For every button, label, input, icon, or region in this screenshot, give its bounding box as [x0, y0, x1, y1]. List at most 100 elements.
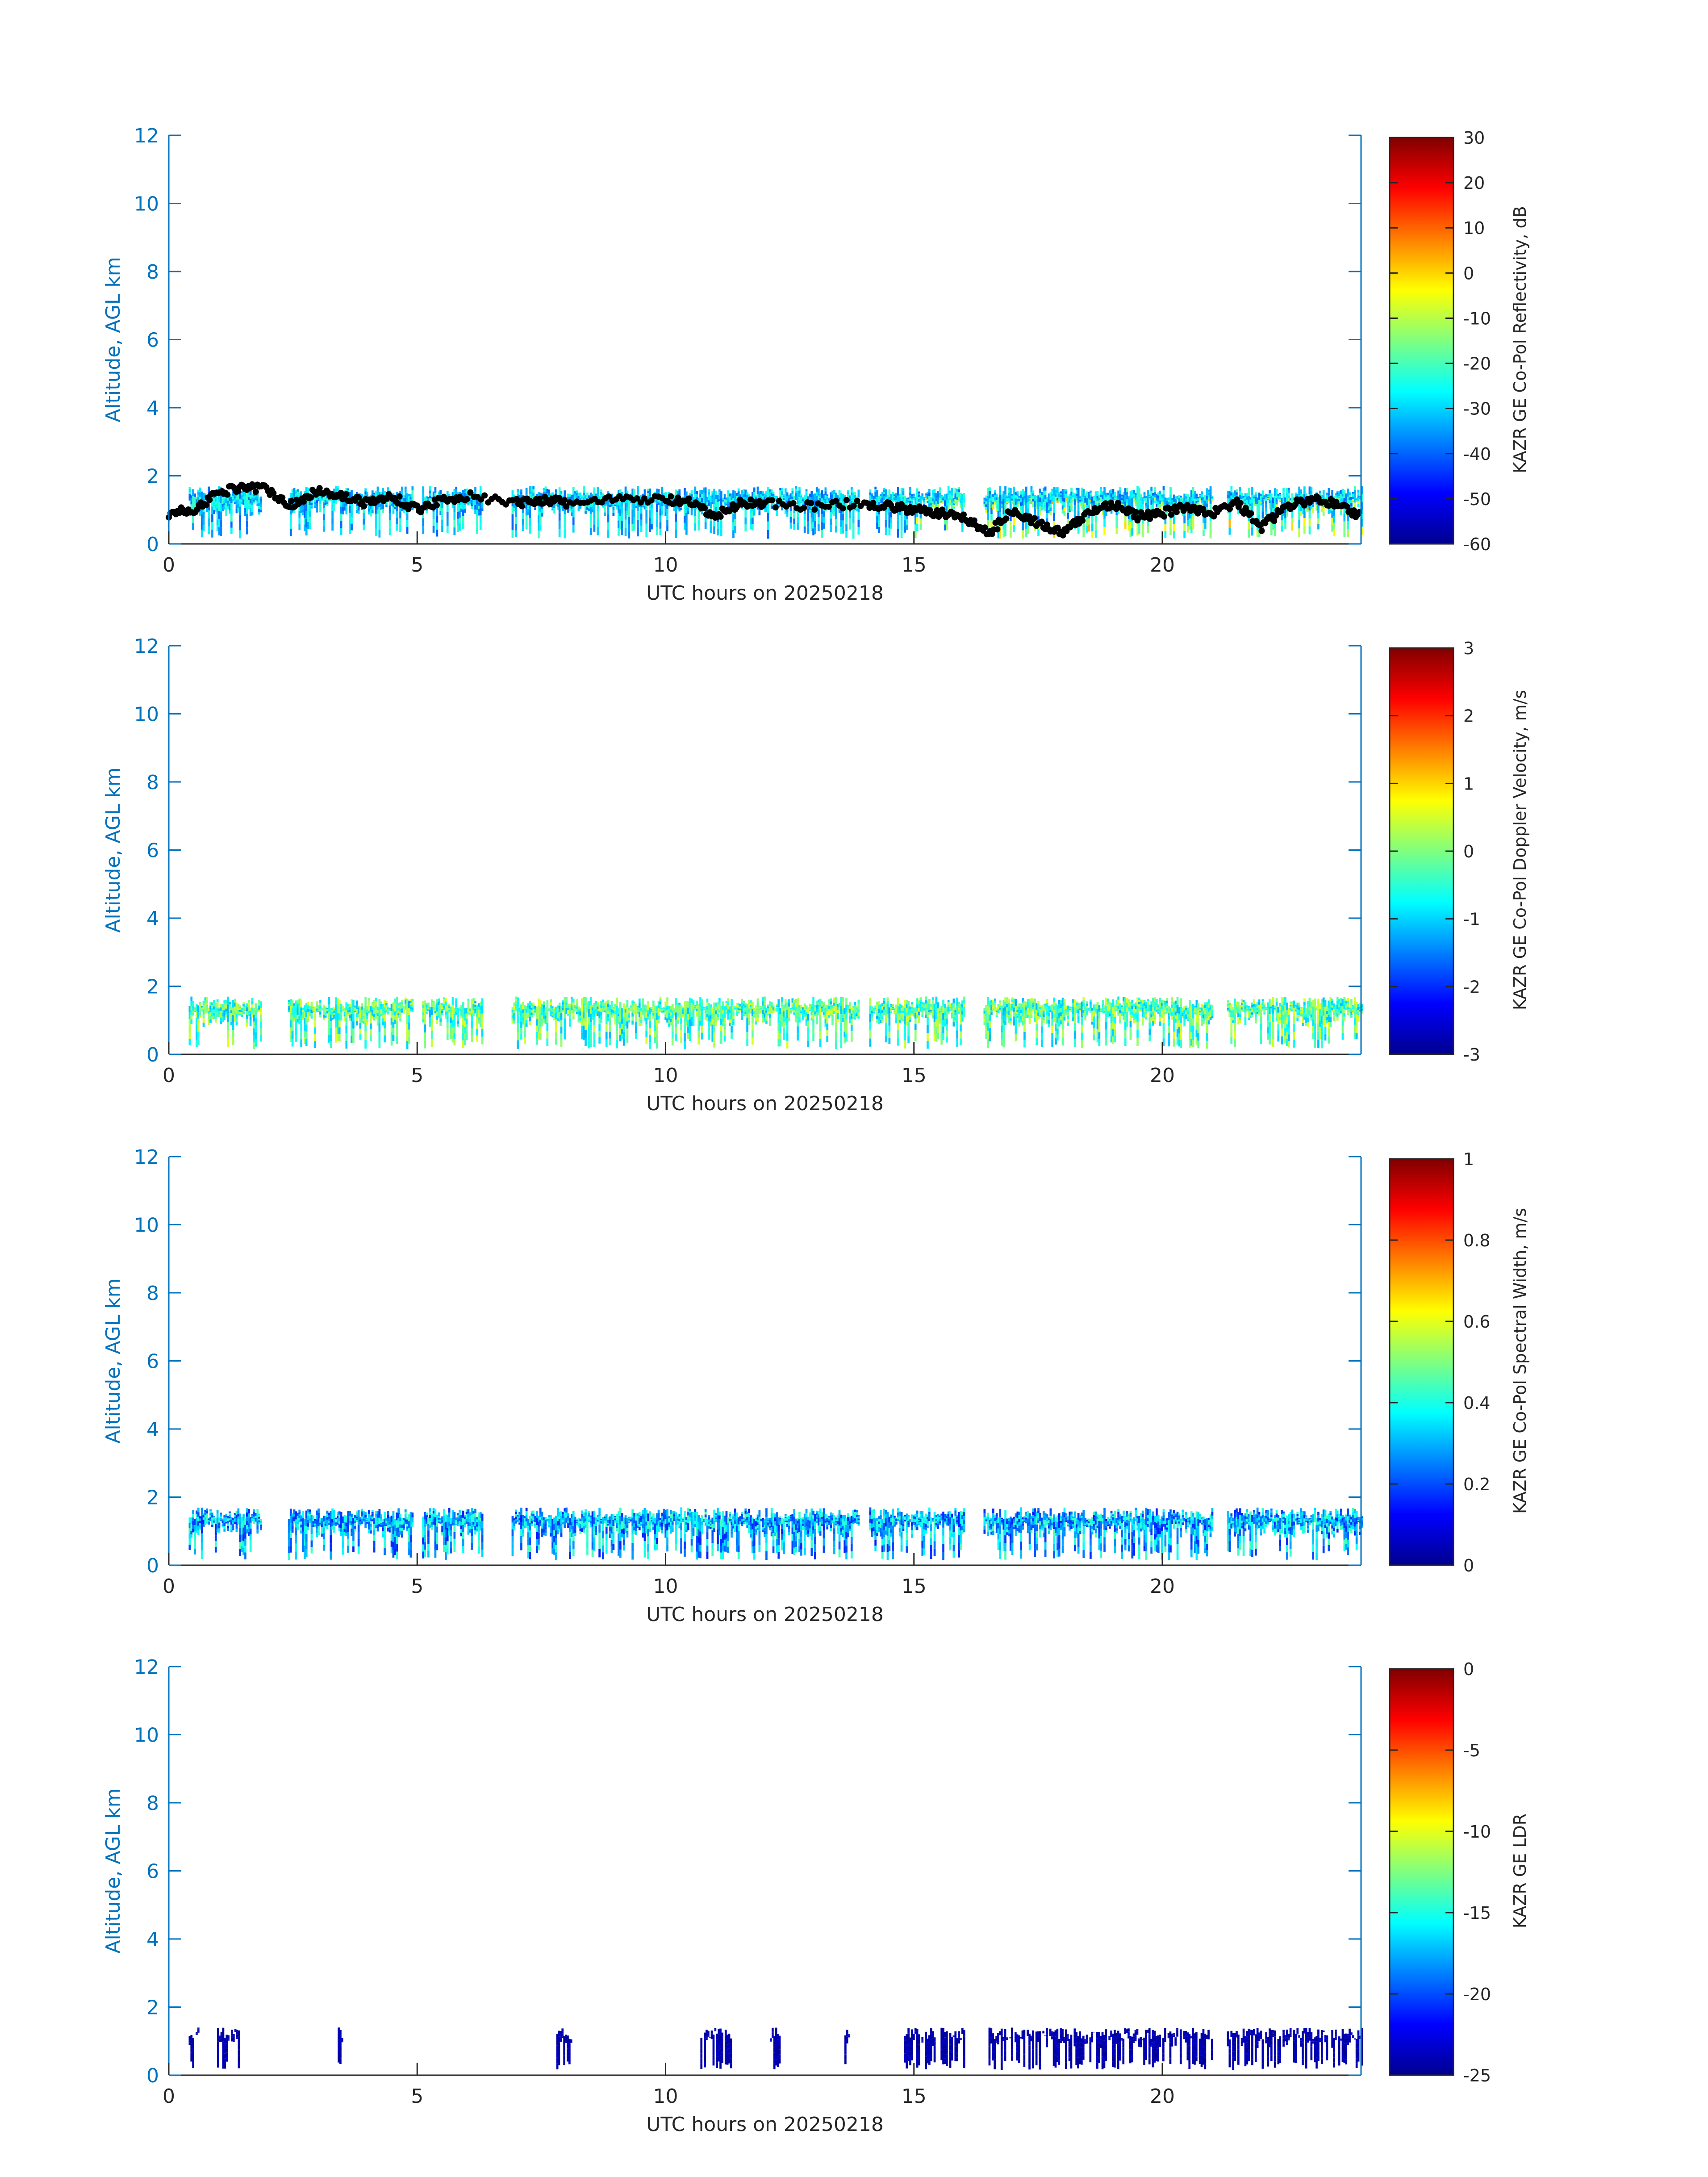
curtain-cell	[324, 1015, 327, 1018]
curtain-cell	[1126, 495, 1128, 500]
curtain-cell	[291, 509, 294, 513]
curtain-cell	[539, 524, 542, 531]
curtain-cell	[675, 489, 677, 498]
curtain-cell	[1065, 493, 1068, 496]
curtain-cell	[1053, 512, 1055, 521]
curtain-cell	[911, 494, 913, 497]
curtain-cell	[1105, 512, 1107, 517]
curtain-cell	[904, 495, 906, 502]
curtain-cell	[1199, 497, 1201, 498]
curtain-cell	[783, 498, 785, 499]
curtain-cell	[1347, 521, 1349, 530]
curtain-cell	[1044, 490, 1047, 495]
curtain-cell	[1128, 525, 1130, 531]
curtain-cell	[571, 509, 573, 513]
curtain-cell	[211, 522, 213, 530]
curtain-cell	[1180, 499, 1182, 501]
curtain-cell	[902, 490, 905, 493]
curtain-cell	[1168, 497, 1170, 500]
curtain-cell	[1192, 487, 1194, 494]
curtain-cell	[295, 492, 297, 494]
curtain-cell	[390, 504, 393, 506]
curtain-cell	[817, 517, 820, 524]
curtain-cell	[1041, 492, 1043, 495]
curtain-cell	[312, 498, 315, 501]
curtain-cell	[621, 521, 623, 528]
curtain-cell	[684, 509, 686, 516]
curtain-cell	[1028, 496, 1031, 498]
curtain-cell	[481, 506, 484, 509]
curtain-cell	[869, 498, 872, 501]
curtain-cell	[1333, 516, 1335, 523]
curtain-cell	[230, 497, 233, 503]
curtain-cell	[1353, 490, 1356, 494]
curtain-cell	[546, 491, 549, 493]
curtain-cell	[885, 520, 887, 528]
curtain-cell	[1347, 513, 1349, 521]
curtain-cell	[918, 497, 920, 499]
curtain-cell	[770, 492, 773, 496]
curtain-cell	[732, 530, 735, 539]
curtain-cell	[876, 510, 878, 516]
curtain-cell	[355, 1000, 358, 1005]
curtain-cell	[607, 498, 610, 507]
curtain-cell	[616, 501, 618, 505]
curtain-cell	[1049, 500, 1052, 504]
curtain-cell	[942, 502, 944, 504]
curtain-cell	[355, 502, 358, 506]
curtain-cell	[314, 1027, 317, 1035]
curtain-cell	[246, 527, 248, 535]
curtain-cell	[951, 488, 953, 492]
curtain-cell	[366, 1022, 368, 1026]
curtain-cell	[640, 513, 643, 520]
curtain-cell	[1336, 496, 1339, 498]
curtain-cell	[446, 505, 449, 512]
curtain-cell	[345, 1025, 348, 1033]
curtain-cell	[1058, 500, 1061, 501]
curtain-cell	[196, 497, 198, 500]
curtain-cell	[319, 500, 322, 504]
curtain-cell	[188, 1039, 191, 1045]
curtain-cell	[803, 526, 806, 533]
curtain-cell	[715, 507, 717, 511]
curtain-cell	[673, 508, 676, 511]
curtain-cell	[324, 494, 327, 497]
curtain-cell	[373, 495, 376, 497]
curtain-cell	[251, 508, 254, 512]
cloud-base-point	[518, 503, 525, 510]
curtain-cell	[828, 501, 830, 502]
curtain-cell	[567, 497, 569, 500]
curtain-cell	[1192, 522, 1194, 529]
curtain-cell	[802, 502, 804, 504]
curtain-cell	[251, 998, 254, 1001]
curtain-cell	[1282, 511, 1285, 516]
curtain-cell	[960, 493, 962, 496]
cloud-base-point	[279, 494, 286, 501]
curtain-cell	[666, 520, 668, 526]
x-axis-label: UTC hours on 20250218	[646, 582, 884, 605]
curtain-cell	[954, 498, 957, 501]
curtain-cell	[234, 502, 236, 504]
curtain-cell	[781, 488, 783, 492]
curtain-cell	[462, 509, 464, 516]
curtain-cell	[1206, 492, 1208, 496]
curtain-cell	[387, 489, 389, 493]
curtain-cell	[331, 517, 334, 524]
curtain-cell	[854, 507, 856, 510]
curtain-cell	[1159, 504, 1161, 507]
curtain-cell	[1182, 501, 1184, 504]
curtain-cell	[1176, 500, 1179, 501]
curtain-cell	[999, 503, 1002, 513]
curtain-cell	[538, 515, 540, 523]
curtain-cell	[1148, 498, 1151, 499]
curtain-cell	[1291, 493, 1294, 500]
curtain-cell	[954, 496, 957, 499]
curtain-cell	[247, 491, 250, 494]
curtain-cell	[1270, 507, 1273, 514]
curtain-cell	[873, 496, 875, 497]
curtain-cell	[192, 496, 194, 503]
curtain-cell	[1150, 505, 1153, 510]
curtain-cell	[1034, 495, 1036, 501]
curtain-cell	[239, 530, 242, 539]
cloud-base-point	[481, 492, 488, 499]
